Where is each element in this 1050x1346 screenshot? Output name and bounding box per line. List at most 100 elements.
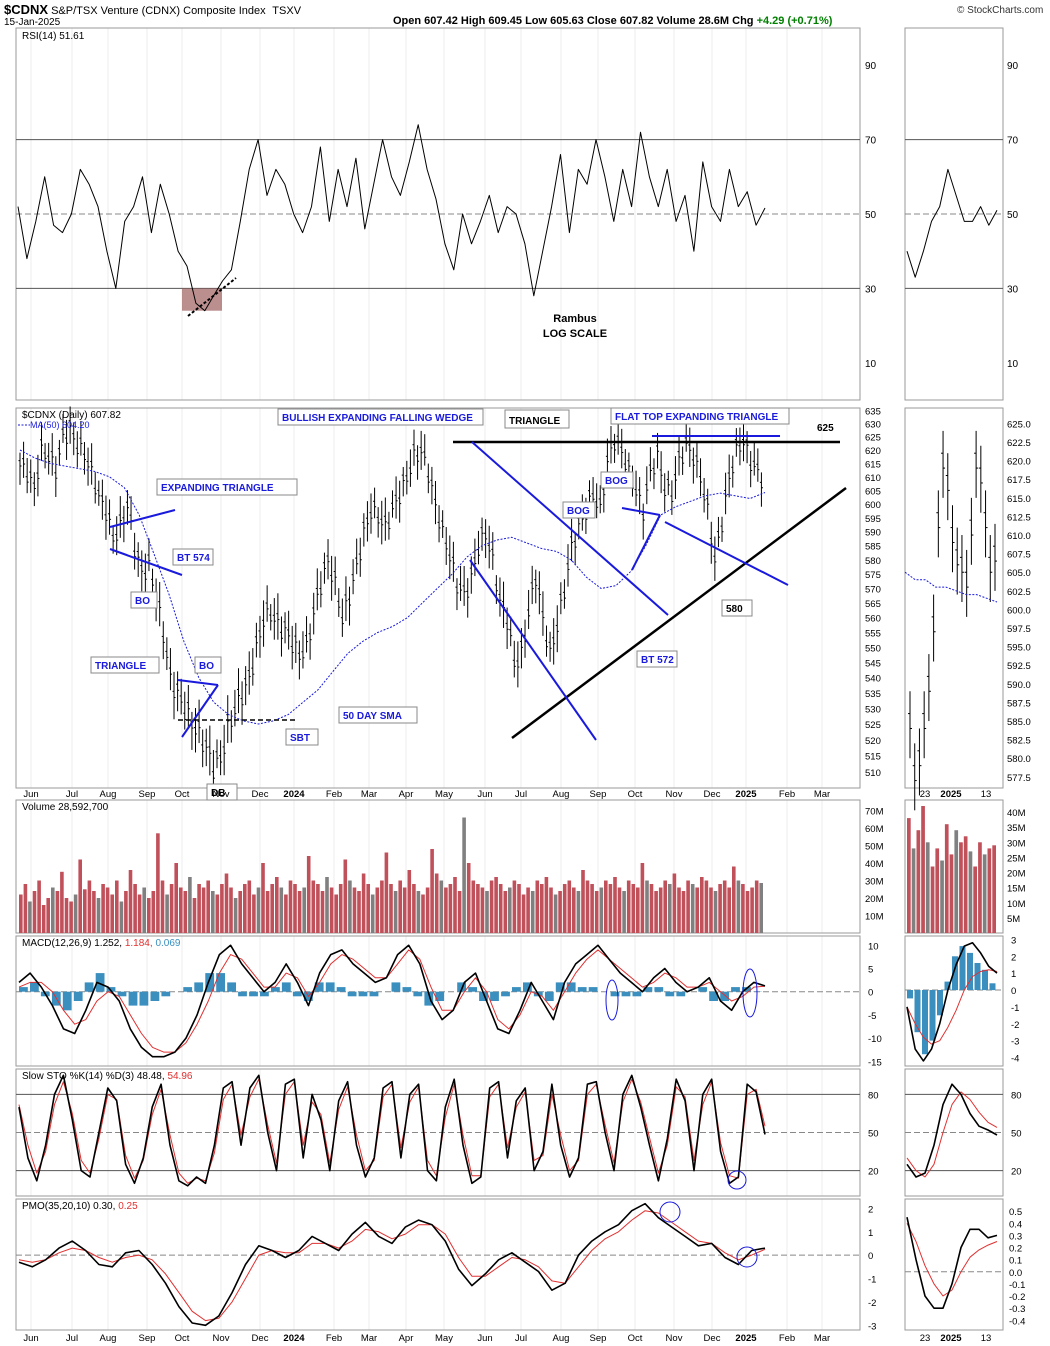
side-price-ytick: 587.5 — [1007, 698, 1031, 709]
volume-bar — [439, 880, 444, 933]
macd-hist-bar — [183, 987, 193, 992]
sma50-label-box — [338, 706, 418, 724]
x-label-bottom: Feb — [779, 1333, 795, 1344]
volume-bar — [590, 884, 594, 933]
volume-ytick: 70M — [865, 807, 884, 818]
volume-bar — [370, 894, 375, 933]
side-macd-hist-bar — [914, 990, 921, 1033]
side-sto-ytick: 80 — [1011, 1090, 1022, 1101]
volume-bar — [462, 817, 466, 933]
volume-bar — [512, 880, 517, 933]
macd-hist-bar — [106, 987, 116, 992]
macd-hist-bar — [512, 987, 521, 992]
price-ytick: 590 — [865, 528, 881, 539]
volume-bar — [613, 877, 617, 933]
bt574-label-box — [172, 548, 214, 566]
volume-bar — [261, 863, 265, 933]
sto-title: Slow STO %K(14) %D(3) 48.48, 54.96 — [22, 1071, 193, 1082]
price-title: $CDNX (Daily) 607.82 — [22, 410, 121, 421]
flat-top-lower-line — [664, 521, 789, 586]
volume-bar — [384, 852, 389, 933]
volume-bar — [421, 894, 425, 933]
side-pmo-ytick: 0.1 — [1009, 1256, 1022, 1267]
small-triangle-top — [177, 679, 219, 686]
x-label-bottom: 2024 — [283, 1333, 305, 1344]
macd-value: 1.252, — [94, 938, 125, 949]
rsi-title: RSI(14) 51.61 — [22, 31, 85, 42]
volume-bar — [73, 894, 78, 933]
x-label-bottom: Aug — [100, 1333, 117, 1344]
volume-bar — [174, 863, 178, 933]
macd-hist-bar — [150, 991, 160, 1001]
side-volume-bar — [911, 848, 916, 933]
volume-bar — [608, 884, 613, 933]
side-volume-bar — [959, 842, 963, 933]
side-volume-bar — [916, 830, 921, 933]
side-rsi-line — [906, 168, 998, 278]
price-ytick: 525 — [865, 720, 881, 731]
exp-triangle-bottom — [109, 548, 183, 576]
volume-bar — [55, 891, 60, 933]
macd-hist-bar — [238, 991, 247, 997]
sma50-label: 50 DAY SMA — [343, 711, 402, 722]
macd-ytick: 0 — [868, 988, 873, 999]
macd-ytick: 10 — [868, 941, 879, 952]
wedge-lower-line — [469, 559, 597, 741]
side-volume-bar — [982, 854, 987, 933]
volume-bar — [137, 894, 142, 933]
volume-bar — [466, 863, 471, 933]
macd-ytick: 5 — [868, 965, 873, 976]
pmo-circle-1 — [659, 1201, 681, 1223]
price-ytick: 540 — [865, 674, 881, 685]
macd-hist-bar — [468, 987, 477, 992]
volume-bar — [709, 887, 713, 933]
sbt-label: SBT — [290, 733, 310, 744]
volume-bar — [316, 884, 320, 933]
rsi-ytick: 90 — [865, 61, 877, 72]
volume-bar — [402, 887, 407, 933]
x-label-bottom: Dec — [252, 1333, 269, 1344]
side-pmo-ytick: -0.1 — [1009, 1280, 1025, 1291]
macd-hist-bar — [490, 991, 499, 1001]
macd-hist-value: 0.069 — [155, 938, 180, 949]
volume-bar — [229, 887, 233, 933]
volume-bar — [92, 891, 96, 933]
volume-ytick: 10M — [865, 912, 884, 923]
macd-circle-2 — [742, 968, 758, 1018]
macd-hist-bar — [314, 982, 324, 992]
side-volume-ytick: 15M — [1007, 884, 1026, 895]
bt574-label: BT 574 — [177, 553, 210, 564]
volume-bar — [192, 898, 197, 933]
side-macd-hist-bar — [967, 952, 973, 990]
volume-bar — [393, 891, 398, 933]
price-ytick: 575 — [865, 570, 881, 581]
price-ytick: 625 — [865, 433, 881, 444]
side-x-label-price: 23 — [920, 789, 931, 800]
side-volume-bar — [921, 806, 925, 933]
volume-bar — [215, 894, 220, 933]
volume-bar — [334, 894, 338, 933]
volume-bar — [631, 884, 636, 933]
volume-bar — [243, 884, 247, 933]
side-sto-ytick: 50 — [1011, 1129, 1022, 1140]
macd-hist-bar — [271, 987, 280, 992]
db-label-box — [206, 783, 238, 801]
macd-hist-bar — [566, 982, 576, 992]
x-label-price: 2024 — [283, 789, 305, 800]
x-label-price: Aug — [100, 789, 117, 800]
macd-hist-bar — [227, 982, 236, 992]
side-price-ytick: 600.0 — [1007, 605, 1031, 616]
side-macd-ytick: -2 — [1011, 1020, 1019, 1031]
price-ytick: 560 — [865, 614, 881, 625]
volume-bar — [288, 880, 293, 933]
bog1-label: BOG — [567, 506, 590, 517]
macd-hist-bar — [161, 991, 171, 997]
volume-bar — [517, 884, 521, 933]
rsi-line — [17, 124, 766, 312]
price-ytick: 530 — [865, 704, 881, 715]
rambus-label: Rambus — [553, 313, 596, 325]
chart-symbol: $CDNX S&P/TSX Venture (CDNX) Composite In… — [4, 2, 302, 17]
side-macd-signal-line — [906, 969, 998, 1045]
volume-bar — [658, 887, 663, 933]
x-label-bottom: Nov — [666, 1333, 683, 1344]
